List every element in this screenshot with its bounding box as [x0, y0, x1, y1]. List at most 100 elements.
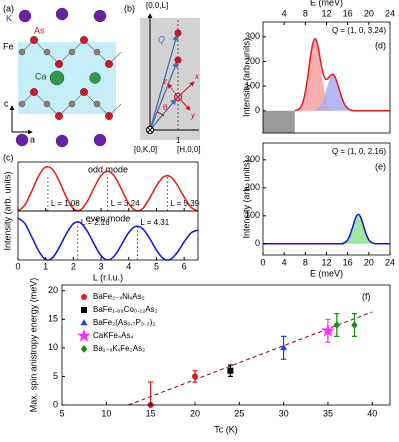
x-tick-label: 3: [99, 261, 104, 271]
frame-label: z: [162, 77, 167, 86]
q-vector: [149, 98, 177, 131]
peak-area: [294, 75, 390, 111]
x-tick-label: 8: [303, 8, 308, 18]
x-tick-label: 20: [364, 257, 374, 267]
k-atom: [93, 133, 107, 147]
fe-atom: [68, 100, 76, 108]
intensity-curve: [294, 38, 390, 112]
panel-label: (f): [362, 291, 371, 301]
frame-arrow: [177, 81, 195, 98]
marker: [351, 321, 358, 329]
x-tick-label: 1: [43, 261, 48, 271]
peak-area: [294, 39, 390, 111]
panel-label: (c): [3, 152, 14, 162]
x-tick-label: 4: [282, 257, 287, 267]
y-tick-label: 0: [53, 399, 58, 409]
peak-area: [263, 214, 390, 244]
plot-frame: [262, 142, 391, 256]
chart-title: Q = (1, 0, 2.16): [332, 147, 386, 156]
marker: [191, 373, 198, 380]
axis-label: a: [30, 134, 35, 144]
frame-arrow: [177, 96, 191, 111]
y-tick-label: 10: [48, 342, 58, 352]
marker: [81, 307, 87, 313]
as-atom: [104, 60, 113, 69]
frame-arrow: [167, 83, 179, 98]
panel-label: (e): [375, 161, 386, 171]
as-atom: [104, 111, 113, 120]
peak-label: L = 5.39: [170, 199, 199, 208]
axis-label: [0,K,0]: [134, 145, 157, 154]
x-tick-label: 12: [321, 257, 331, 267]
atom-label: As: [34, 25, 45, 35]
marker: [227, 367, 234, 374]
y-tick-label: 5: [53, 371, 58, 381]
ca-atom: [49, 70, 65, 86]
x-tick-label: 4: [126, 261, 131, 271]
x-tick-label: 0: [15, 261, 20, 271]
k-atom: [93, 9, 107, 23]
marker: [321, 323, 335, 337]
atom-label: Fe: [3, 41, 14, 51]
x-tick-label: 40: [367, 408, 377, 418]
bragg-point: [174, 29, 182, 37]
x-tick-label: 2: [71, 261, 76, 271]
peak-label: L = 3.24: [111, 199, 140, 208]
fe-atom: [93, 100, 101, 108]
k-atom: [55, 7, 69, 21]
k-atom: [55, 134, 69, 148]
x-tick-label: 8: [303, 257, 308, 267]
x-tick-label: 16: [343, 257, 353, 267]
fe-atom: [93, 48, 101, 56]
legend-label: BaFe₂₋ₓNiₓAs₂: [93, 292, 145, 301]
y-tick-label: 200: [245, 182, 260, 192]
plot-area: [128, 311, 373, 405]
as-atom: [55, 60, 64, 69]
x-tick-label: 24: [385, 257, 395, 267]
fit-line: [128, 311, 373, 405]
fe-atom: [18, 100, 26, 108]
origin: [147, 127, 153, 133]
fe-atom: [43, 100, 51, 108]
k-atom: [18, 9, 32, 23]
x-tick-label: 20: [364, 8, 374, 18]
x-tick-label: 24: [385, 8, 395, 18]
axis-label: [0,0,L]: [146, 1, 168, 10]
marker: [333, 321, 341, 329]
x-tick-label: 5: [59, 408, 64, 418]
fe-atom: [68, 48, 76, 56]
frame-label: x: [194, 72, 200, 81]
axis-label: c: [4, 98, 9, 108]
intensity-curve: [17, 165, 199, 212]
atom-label: Ca: [35, 71, 47, 81]
plot-frame: [61, 284, 391, 406]
panel-label: (a): [3, 3, 14, 13]
x-axis-title: L (r.l.u.): [93, 272, 123, 282]
x-tick-label: 25: [234, 408, 244, 418]
y-tick-label: 100: [245, 210, 260, 220]
y-tick-label: 20: [48, 285, 58, 295]
intensity-curve: [17, 217, 199, 261]
x-tick-label: 20: [190, 408, 200, 418]
angle-label: θ: [163, 103, 168, 112]
error-bar: [148, 381, 154, 405]
subplot-title: even mode: [86, 213, 131, 223]
subplot-title: odd mode: [88, 164, 128, 174]
angle-arc: [156, 111, 165, 117]
crystal-structure: [15, 7, 122, 148]
atom-label: K: [6, 13, 12, 23]
q-vector: [149, 60, 179, 131]
panel-label: (b): [124, 3, 135, 13]
x-axis-title: Tc (K): [214, 424, 238, 434]
q-vector: [149, 33, 179, 131]
x-tick-label: 30: [279, 408, 289, 418]
y-tick-label: 100: [245, 81, 260, 91]
x-tick-label: 6: [182, 261, 187, 271]
peak-label: L = 4.31: [140, 218, 169, 227]
as-atom: [30, 36, 39, 45]
marker: [81, 294, 87, 300]
y-tick-label: 0: [255, 105, 260, 115]
fe-atom: [18, 48, 26, 56]
